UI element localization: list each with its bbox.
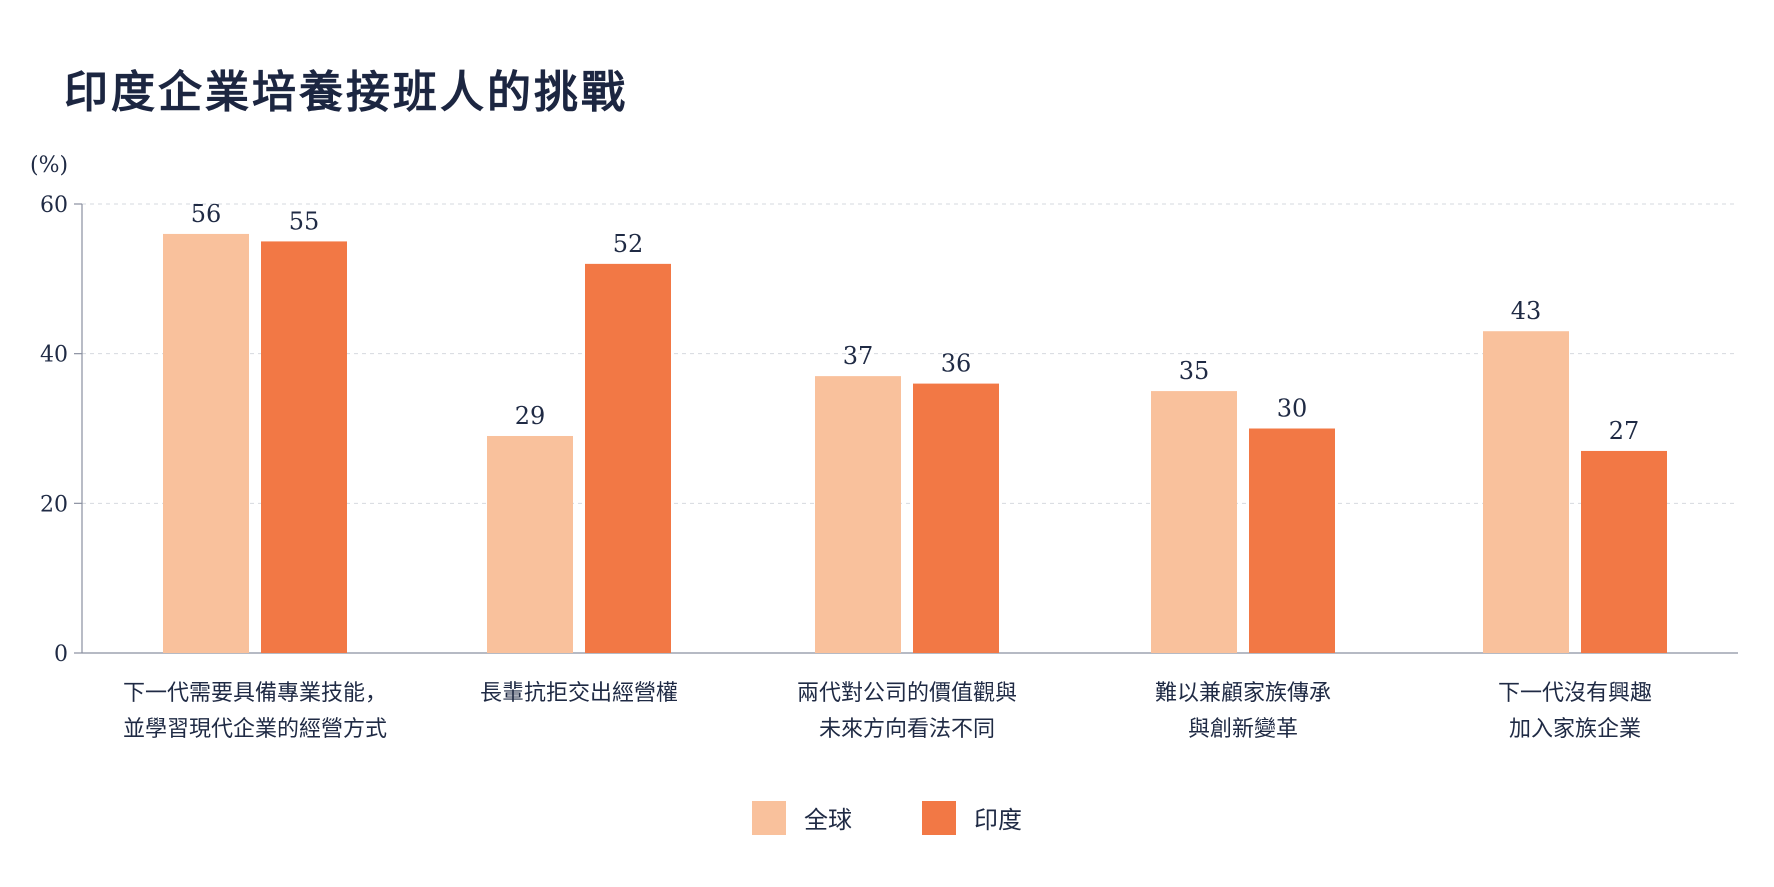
- x-tick-label: 下一代沒有興趣: [1498, 681, 1652, 706]
- bar-india: [1581, 450, 1667, 653]
- data-label: 37: [843, 342, 874, 370]
- bar-india: [1249, 428, 1335, 653]
- data-label: 27: [1609, 417, 1640, 445]
- data-label: 30: [1277, 395, 1308, 423]
- data-label: 56: [191, 200, 222, 228]
- data-label: 43: [1511, 297, 1542, 325]
- x-tick-label: 長輩抗拒交出經營權: [480, 681, 678, 706]
- gridlines: [82, 203, 1738, 504]
- y-tick-label: 20: [40, 492, 68, 517]
- x-tick-label: 未來方向看法不同: [819, 717, 995, 742]
- value-labels: 56 29 37 35 43 55 52 36 30 27: [191, 200, 1640, 445]
- x-tick-label: 難以兼顧家族傳承: [1155, 681, 1331, 706]
- data-label: 29: [515, 402, 546, 430]
- bar-india: [261, 241, 347, 653]
- y-tick-label: 40: [40, 343, 68, 368]
- data-label: 35: [1179, 357, 1210, 385]
- bar-global: [815, 376, 901, 653]
- y-tick-label: 60: [40, 193, 68, 218]
- axes: 0 20 40 60: [40, 193, 1738, 667]
- bar-india: [913, 383, 999, 653]
- data-label: 55: [289, 207, 320, 235]
- x-tick-label: 加入家族企業: [1509, 717, 1641, 742]
- bars: [163, 233, 1667, 653]
- bar-india: [585, 263, 671, 653]
- x-tick-label: 下一代需要具備專業技能，: [123, 681, 387, 706]
- y-tick-label: 0: [54, 642, 68, 667]
- category-labels: 下一代需要具備專業技能， 並學習現代企業的經營方式 長輩抗拒交出經營權 兩代對公司的價…: [123, 681, 1652, 742]
- legend-swatch: [922, 801, 956, 835]
- legend-swatch: [752, 801, 786, 835]
- bar-global: [163, 233, 249, 653]
- legend-label: 全球: [804, 806, 852, 834]
- legend-label: 印度: [974, 806, 1022, 834]
- bar-global: [1151, 391, 1237, 653]
- x-tick-label: 並學習現代企業的經營方式: [123, 717, 387, 742]
- bar-global: [487, 435, 573, 653]
- bar-global: [1483, 331, 1569, 653]
- x-tick-label: 與創新變革: [1188, 717, 1298, 742]
- y-axis-label: (%): [30, 153, 68, 178]
- x-tick-label: 兩代對公司的價值觀與: [797, 681, 1017, 706]
- data-label: 52: [613, 230, 644, 258]
- data-label: 36: [941, 350, 972, 378]
- chart-title: 印度企業培養接班人的挑戰: [64, 67, 628, 118]
- legend: 全球 印度: [752, 801, 1022, 835]
